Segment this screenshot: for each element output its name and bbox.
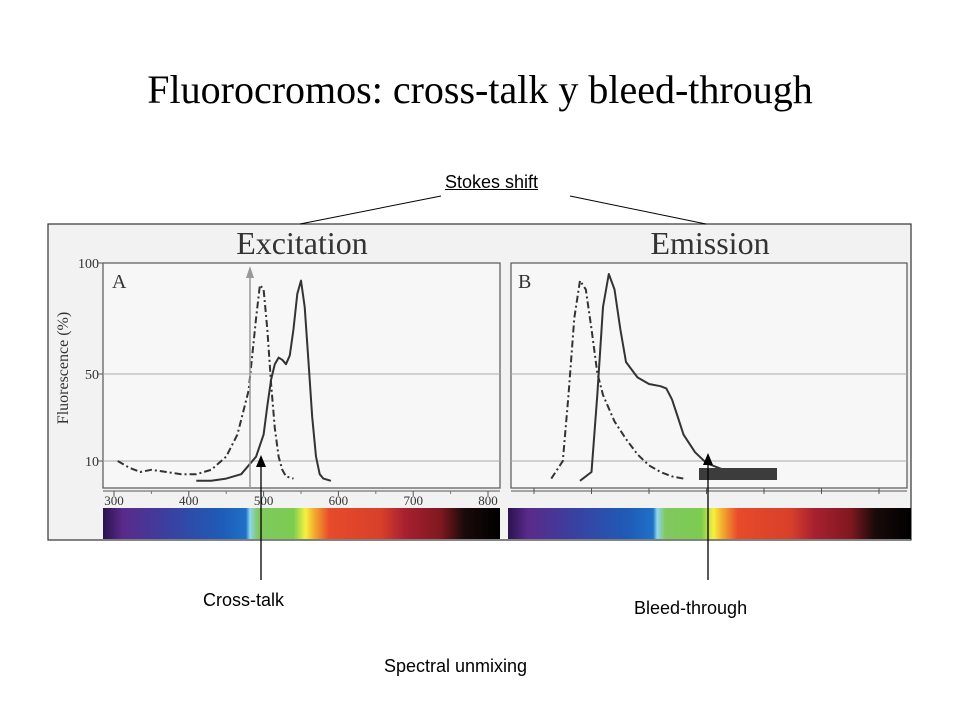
stokes-line-left <box>299 195 442 225</box>
excitation-marker-arrowhead <box>246 266 254 278</box>
y-axis-label: Fluorescence (%) <box>55 312 72 424</box>
x-tick-label: 600 <box>329 493 349 508</box>
y-tick-label: 50 <box>85 368 99 383</box>
bleed-through-band <box>699 468 777 480</box>
series-line-b-1 <box>550 279 684 480</box>
panel-b-plot <box>510 262 908 489</box>
y-tick-label: 100 <box>78 257 99 272</box>
cross-talk-label: Cross-talk <box>203 590 285 610</box>
spectrum-bar-a <box>103 508 500 539</box>
panel-b-title: Emission <box>650 225 769 261</box>
stokes-line-right <box>569 195 707 225</box>
spectrum-bar-b <box>508 508 911 539</box>
y-tick-label: 10 <box>85 455 99 470</box>
spectral-unmixing-label: Spectral unmixing <box>384 656 528 676</box>
panel-a-title: Excitation <box>236 225 368 261</box>
x-tick-label: 800 <box>478 493 498 508</box>
x-tick-label: 300 <box>104 493 124 508</box>
bleed-through-label: Bleed-through <box>634 598 748 618</box>
panel-a-plot <box>102 262 501 489</box>
panel-b-letter: B <box>518 271 531 293</box>
cross-talk-arrowhead <box>256 455 266 467</box>
series-line-a-2 <box>196 279 332 482</box>
x-tick-label: 700 <box>403 493 423 508</box>
x-tick-label: 500 <box>254 493 274 508</box>
stokes-shift-label: Stokes shift <box>445 172 539 192</box>
slide-title: Fluorocromos: cross-talk y bleed-through <box>147 67 813 112</box>
x-tick-label: 400 <box>179 493 199 508</box>
bleed-through-arrowhead <box>703 453 713 465</box>
panel-a-letter: A <box>112 271 127 293</box>
series-line-a-1 <box>117 284 294 480</box>
